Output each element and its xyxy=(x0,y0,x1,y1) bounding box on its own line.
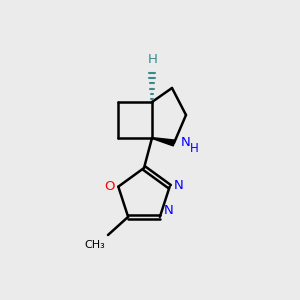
Polygon shape xyxy=(152,138,175,146)
Text: N: N xyxy=(164,204,174,217)
Text: N: N xyxy=(181,136,191,148)
Text: N: N xyxy=(174,179,183,192)
Text: H: H xyxy=(190,142,199,155)
Text: H: H xyxy=(148,53,158,66)
Text: O: O xyxy=(104,180,114,193)
Text: CH₃: CH₃ xyxy=(84,240,105,250)
